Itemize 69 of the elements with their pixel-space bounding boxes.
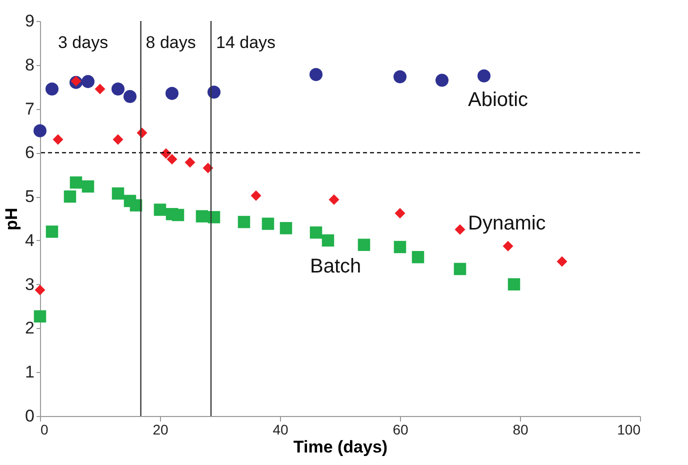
- point: [238, 216, 250, 228]
- series-label: Dynamic: [468, 212, 546, 234]
- point: [477, 69, 491, 82]
- y-tick-label: 2: [25, 318, 34, 338]
- point: [52, 134, 64, 145]
- point: [250, 190, 262, 201]
- point: [172, 208, 184, 222]
- point: [208, 211, 220, 224]
- x-tick-label: 40: [272, 422, 288, 438]
- point: [310, 226, 322, 239]
- point: [202, 162, 214, 174]
- point: [70, 76, 82, 86]
- series-label: Abiotic: [468, 88, 528, 111]
- y-tick-label: 3: [25, 274, 34, 294]
- y-tick-label: 6: [25, 143, 34, 162]
- y-axis-title: pH: [2, 208, 22, 230]
- point: [393, 70, 407, 84]
- point: [309, 68, 323, 82]
- point: [322, 234, 334, 247]
- point: [34, 310, 46, 322]
- point: [280, 222, 292, 234]
- point: [123, 90, 137, 103]
- annotation: 14 days: [216, 33, 276, 52]
- point: [165, 86, 179, 100]
- point: [111, 82, 125, 96]
- x-tick-label: 20: [152, 422, 168, 438]
- point: [508, 278, 520, 290]
- point: [207, 86, 221, 99]
- x-tick-label: 0: [40, 422, 48, 438]
- y-tick-label: 5: [25, 187, 34, 206]
- y-tick-label: 0: [25, 406, 34, 426]
- point: [46, 226, 58, 238]
- x-tick-label: 60: [392, 422, 408, 438]
- point: [94, 84, 106, 94]
- point: [64, 190, 76, 203]
- point: [328, 194, 340, 205]
- point: [82, 180, 94, 193]
- point: [112, 134, 124, 145]
- point: [502, 240, 514, 252]
- point: [412, 251, 424, 264]
- point: [166, 154, 178, 164]
- y-tick-label: 7: [25, 99, 34, 118]
- x-axis-title: Time (days): [293, 438, 388, 456]
- point: [184, 157, 196, 168]
- point: [112, 187, 124, 200]
- point: [454, 262, 466, 276]
- point: [435, 74, 449, 87]
- series-label: Batch: [310, 256, 362, 278]
- point: [33, 124, 47, 138]
- point: [262, 218, 274, 230]
- y-tick-label: 4: [25, 230, 34, 250]
- point: [394, 240, 406, 254]
- point: [70, 176, 82, 189]
- y-tick-label: 8: [25, 55, 34, 74]
- point: [454, 224, 466, 235]
- y-tick-label: 1: [25, 362, 34, 382]
- point: [45, 82, 59, 96]
- point: [394, 208, 406, 218]
- point: [556, 256, 568, 267]
- x-tick-label: 100: [617, 422, 641, 438]
- x-tick-label: 80: [512, 422, 528, 438]
- point: [81, 75, 95, 88]
- annotation: 3 days: [58, 33, 108, 52]
- point: [154, 204, 166, 216]
- y-tick-label: 9: [25, 12, 34, 30]
- annotation: 8 days: [146, 33, 196, 52]
- point: [34, 284, 46, 296]
- point: [358, 238, 370, 251]
- point: [196, 210, 208, 222]
